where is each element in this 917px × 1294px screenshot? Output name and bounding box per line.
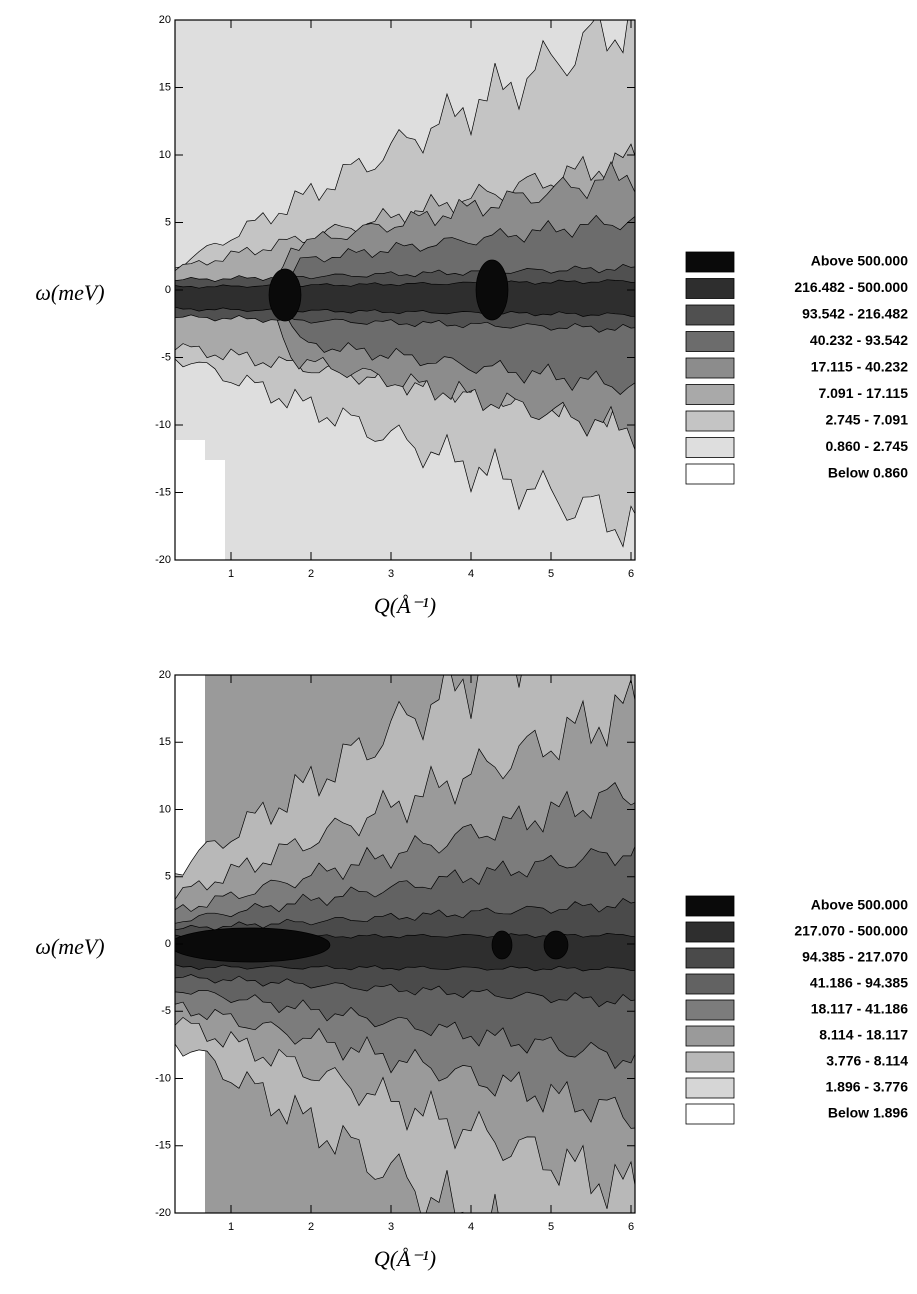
legend-swatch bbox=[685, 1077, 735, 1099]
contour-band bbox=[475, 259, 509, 321]
contour-band bbox=[543, 930, 569, 960]
legend-label: 41.186 - 94.385 bbox=[810, 975, 908, 991]
y-tick-label: 20 bbox=[159, 14, 171, 26]
y-axis-label: ω(meV) bbox=[35, 934, 104, 959]
legend-label: Above 500.000 bbox=[811, 897, 908, 913]
legend-label: 17.115 - 40.232 bbox=[811, 359, 909, 375]
contour-band bbox=[268, 268, 302, 322]
legend-swatch bbox=[685, 357, 735, 379]
y-tick-label: -10 bbox=[155, 419, 171, 431]
x-tick-label: 2 bbox=[308, 568, 314, 580]
contour-area bbox=[175, 675, 635, 1213]
y-tick-label: -15 bbox=[155, 1140, 171, 1152]
y-tick-label: 15 bbox=[159, 81, 171, 93]
legend-swatch bbox=[685, 999, 735, 1021]
legend-label: 0.860 - 2.745 bbox=[825, 438, 908, 454]
x-tick-label: 6 bbox=[628, 1221, 634, 1233]
legend-swatch bbox=[685, 251, 735, 273]
x-axis-label: Q(Å⁻¹) bbox=[374, 1246, 436, 1271]
contour-band bbox=[175, 440, 205, 560]
y-tick-label: 10 bbox=[159, 149, 171, 161]
x-tick-label: 2 bbox=[308, 1221, 314, 1233]
legend-label: 18.117 - 41.186 bbox=[811, 1001, 909, 1017]
legend-swatch bbox=[685, 921, 735, 943]
y-tick-label: 20 bbox=[159, 669, 171, 681]
legend-swatch bbox=[685, 384, 735, 405]
y-tick-label: -5 bbox=[161, 1005, 171, 1017]
contour-band bbox=[491, 930, 513, 960]
y-axis-label: ω(meV) bbox=[35, 280, 104, 305]
legend-swatch bbox=[685, 947, 735, 969]
y-tick-label: 10 bbox=[159, 803, 171, 815]
contour-plot: 1 2 3 4 5 6 -20 -15 -10 -5 0 5 10 15 20 Q(Å⁻¹) ω(meV) Abo… bbox=[35, 669, 909, 1271]
legend-label: 93.542 - 216.482 bbox=[802, 306, 908, 322]
legend-label: 8.114 - 18.117 bbox=[819, 1027, 908, 1043]
y-tick-label: -20 bbox=[155, 554, 171, 566]
legend-label: Below 0.860 bbox=[828, 465, 908, 481]
y-tick-label: -20 bbox=[155, 1207, 171, 1219]
x-tick-label: 4 bbox=[468, 568, 474, 580]
legend-swatch bbox=[685, 973, 735, 995]
legend-label: 217.070 - 500.000 bbox=[794, 923, 908, 939]
legend-label: 2.745 - 7.091 bbox=[825, 412, 908, 428]
x-tick-label: 4 bbox=[468, 1221, 474, 1233]
legend-label: 3.776 - 8.114 bbox=[826, 1053, 908, 1069]
legend-swatch bbox=[685, 304, 735, 326]
x-tick-label: 5 bbox=[548, 568, 554, 580]
legend-swatch bbox=[685, 463, 735, 485]
x-tick-label: 1 bbox=[228, 568, 234, 580]
legend-swatch bbox=[685, 331, 735, 352]
legend-swatch bbox=[685, 1103, 735, 1125]
legend-label: Below 1.896 bbox=[828, 1105, 908, 1121]
y-tick-label: 0 bbox=[165, 284, 171, 296]
y-tick-label: -5 bbox=[161, 351, 171, 363]
contour-plot: 1 2 3 4 5 6 -20 -15 -10 -5 0 5 10 15 20 Q(Å⁻¹) ω(meV) Abo… bbox=[35, 14, 909, 618]
x-tick-label: 3 bbox=[388, 1221, 394, 1233]
legend-label: 94.385 - 217.070 bbox=[802, 949, 908, 965]
y-tick-label: -10 bbox=[155, 1072, 171, 1084]
legend-swatch bbox=[685, 1051, 735, 1073]
y-tick-label: 15 bbox=[159, 736, 171, 748]
x-tick-label: 6 bbox=[628, 568, 634, 580]
x-tick-label: 3 bbox=[388, 568, 394, 580]
legend-swatch bbox=[685, 410, 735, 432]
legend-label: 40.232 - 93.542 bbox=[810, 332, 908, 348]
contour-band bbox=[175, 927, 331, 963]
legend-label: 216.482 - 500.000 bbox=[794, 279, 908, 295]
contour-area bbox=[175, 20, 635, 560]
legend-swatch bbox=[685, 895, 735, 917]
legend-swatch bbox=[685, 1025, 735, 1047]
x-tick-label: 1 bbox=[228, 1221, 234, 1233]
legend-label: Above 500.000 bbox=[811, 253, 908, 269]
x-tick-label: 5 bbox=[548, 1221, 554, 1233]
legend-swatch bbox=[685, 437, 735, 458]
y-tick-label: 0 bbox=[165, 938, 171, 950]
y-tick-label: -15 bbox=[155, 486, 171, 498]
legend-label: 7.091 - 17.115 bbox=[818, 385, 908, 401]
x-axis-label: Q(Å⁻¹) bbox=[374, 593, 436, 618]
y-tick-label: 5 bbox=[165, 216, 171, 228]
legend-label: 1.896 - 3.776 bbox=[825, 1079, 908, 1095]
y-tick-label: 5 bbox=[165, 871, 171, 883]
legend-swatch bbox=[685, 278, 735, 299]
contour-band bbox=[205, 460, 225, 560]
